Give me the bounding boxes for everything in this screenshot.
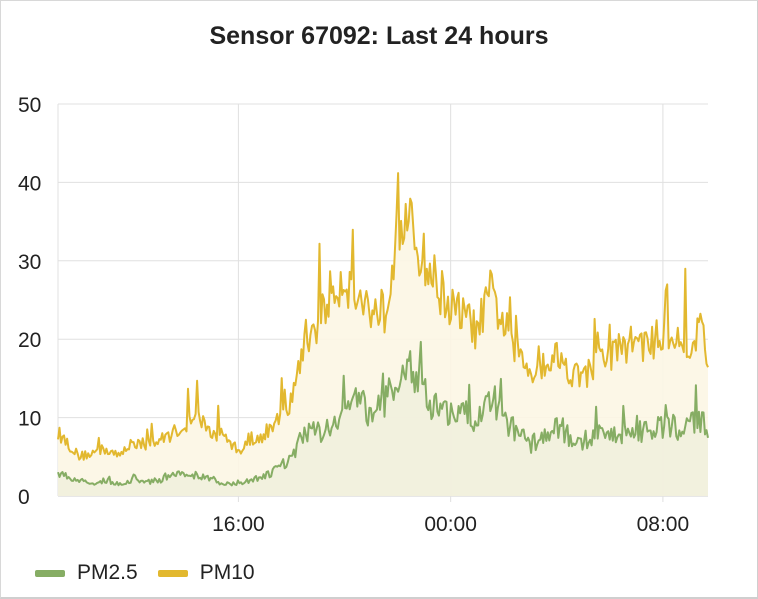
- legend-swatch-pm10: [157, 569, 188, 577]
- y-tick-label: 10: [18, 408, 41, 431]
- legend: PM2.5 PM10: [35, 560, 275, 586]
- y-tick-label: 30: [18, 251, 41, 274]
- y-tick-label: 40: [18, 172, 41, 195]
- area-fill-pm25: [58, 341, 708, 496]
- legend-item-pm25[interactable]: PM2.5: [35, 561, 138, 585]
- y-tick-label: 50: [18, 94, 41, 117]
- y-tick-label: 20: [18, 329, 41, 352]
- x-tick-label: 00:00: [424, 513, 477, 536]
- area-fill-pm10: [58, 173, 708, 496]
- legend-label-pm25: PM2.5: [77, 561, 138, 584]
- series-line-pm10: [57, 172, 709, 461]
- x-tick-label: 08:00: [637, 513, 690, 536]
- series-line-pm25: [57, 340, 709, 487]
- chart-title: Sensor 67092: Last 24 hours: [209, 22, 549, 50]
- legend-swatch-pm25: [35, 569, 65, 577]
- legend-label-pm10: PM10: [199, 561, 255, 584]
- y-tick-label: 0: [18, 486, 30, 509]
- legend-item-pm10[interactable]: PM10: [157, 561, 255, 585]
- x-tick-label: 16:00: [212, 513, 265, 536]
